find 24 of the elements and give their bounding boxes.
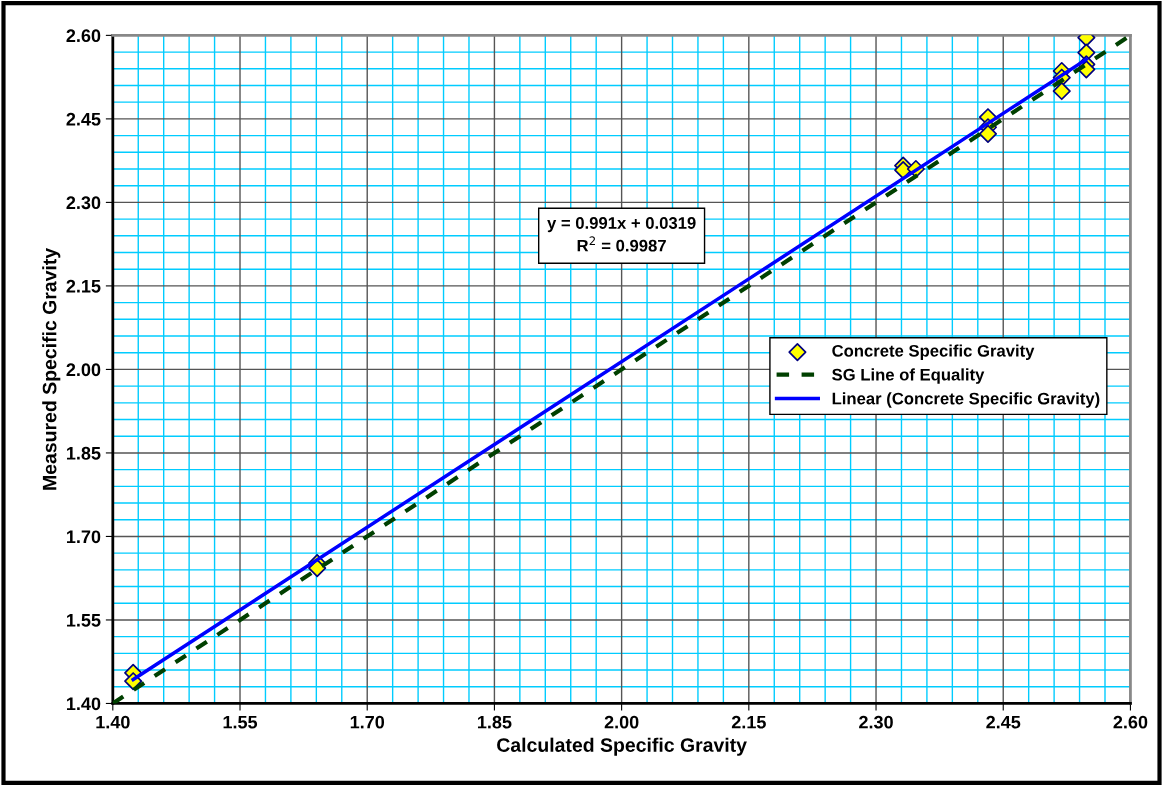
y-tick-label: 2.15	[66, 279, 101, 293]
y-tick-label: 2.30	[66, 196, 101, 210]
y-tick-label: 2.60	[66, 29, 101, 43]
legend-label: SG Line of Equality	[832, 368, 985, 384]
x-tick-label: 2.60	[1113, 715, 1148, 729]
x-tick-label: 1.70	[350, 715, 385, 729]
x-tick-label: 1.40	[96, 715, 130, 729]
legend-label: Concrete Specific Gravity	[832, 344, 1035, 360]
y-tick-label: 1.40	[67, 697, 101, 711]
legend-label: Linear (Concrete Specific Gravity)	[832, 392, 1100, 408]
y-tick-label: 2.45	[66, 112, 101, 126]
annotation: y = 0.991x + 0.0319 R$^{2}$ = 0.9987	[547, 217, 696, 252]
y-tick-label: 2.00	[66, 363, 101, 377]
y-tick-label: 1.70	[67, 530, 101, 544]
x-tick-label: 1.85	[477, 715, 512, 729]
y-axis-title: Measured Specific Gravity	[42, 247, 61, 490]
x-tick-label: 2.30	[859, 715, 893, 729]
x-tick-label: 2.15	[731, 715, 766, 729]
x-axis-title: Calculated Specific Gravity	[497, 737, 747, 756]
y-tick-label: 1.55	[67, 614, 101, 627]
x-tick-label: 1.55	[223, 715, 258, 729]
x-tick-label: 2.00	[604, 715, 639, 729]
y-tick-label: 1.85	[67, 446, 101, 460]
x-tick-label: 2.45	[986, 715, 1021, 729]
